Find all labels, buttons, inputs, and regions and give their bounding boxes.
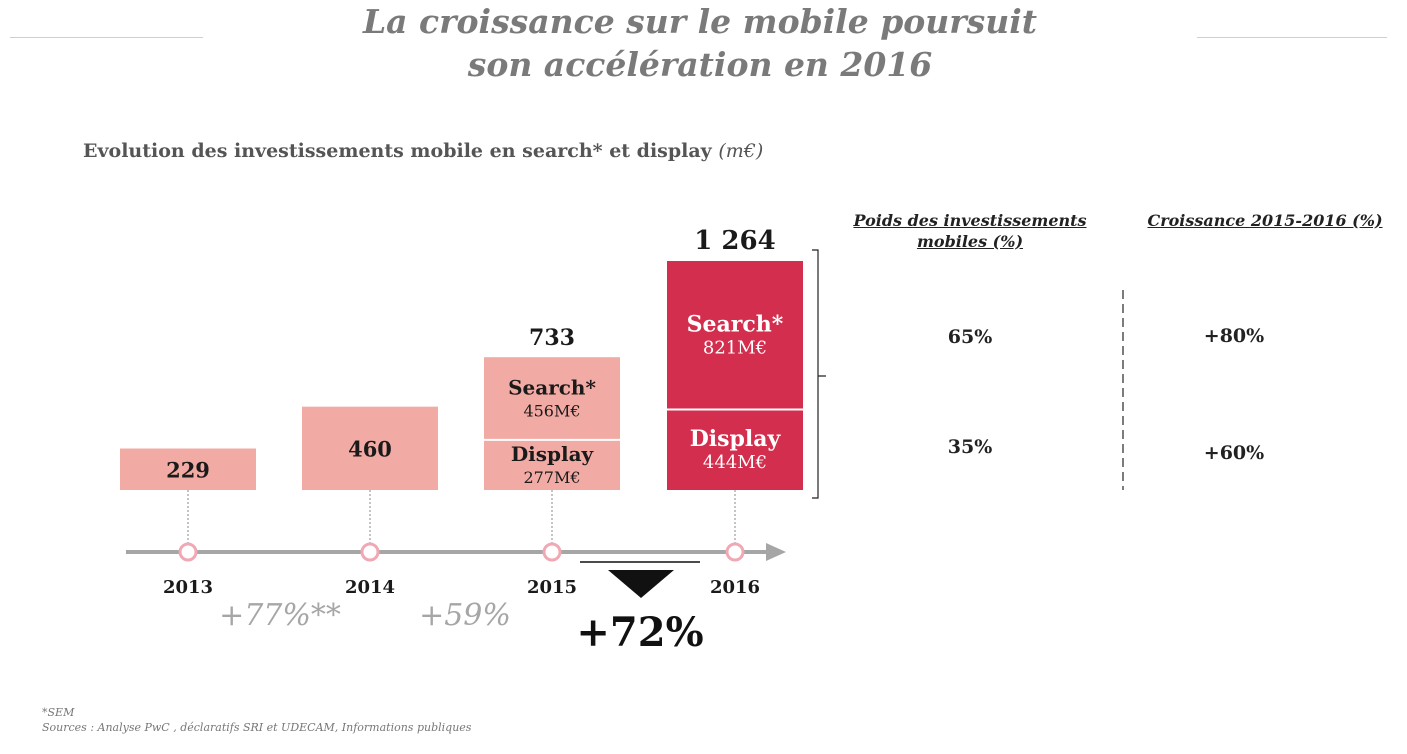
bar-search-2015 [484, 357, 620, 440]
bar-2014 [302, 406, 438, 490]
footnote-sources: Sources : Analyse PwC , déclaratifs SRI … [42, 721, 472, 734]
growth-label-2014-2015: +59% [419, 598, 511, 633]
weight-search-value: 65% [947, 326, 993, 348]
growth-label-2013-2014: +77%** [219, 598, 341, 633]
year-label-2016: 2016 [710, 577, 760, 598]
bar-total-2016: 1 264 [694, 226, 775, 256]
segment-value-search-2015: 456M€ [523, 402, 580, 421]
year-label-2014: 2014 [345, 577, 395, 598]
timeline-marker-2013 [178, 542, 198, 562]
column-header-growth-line1: Croissance 2015-2016 (%) [1147, 211, 1383, 230]
timeline-marker-2016 [725, 542, 745, 562]
growth-display-value: +60% [1203, 442, 1265, 464]
title-rule-right [1197, 37, 1387, 38]
weight-display-value: 35% [947, 436, 993, 458]
chart-subtitle: Evolution des investissements mobile en … [83, 140, 763, 162]
timeline-marker-2015 [542, 542, 562, 562]
growth-label-2015-2016: +72% [576, 609, 703, 656]
segment-label-search-2015: Search* [508, 376, 596, 400]
timeline-arrowhead [766, 543, 786, 561]
segment-value-display-2015: 277M€ [523, 468, 580, 487]
bar-total-2015: 733 [529, 325, 575, 351]
chart-subtitle-unit: (m€) [718, 140, 764, 162]
page-title: La croissance sur le mobile poursuit son… [200, 0, 1200, 86]
segment-label-display-2016: Display [690, 426, 782, 452]
page-title-line2: son accélération en 2016 [467, 45, 933, 84]
column-header-growth: Croissance 2015-2016 (%) [1120, 210, 1407, 231]
timeline-marker-2014 [360, 542, 380, 562]
year-label-2015: 2015 [527, 577, 577, 598]
page-title-line1: La croissance sur le mobile poursuit [362, 2, 1038, 41]
segment-value-display-2016: 444M€ [703, 452, 767, 473]
bracket-2016 [812, 249, 826, 499]
segment-value-search-2016: 821M€ [703, 337, 767, 358]
bar-display-2015 [484, 439, 620, 490]
segment-label-display-2015: Display [511, 442, 595, 466]
segment-label-search-2016: Search* [687, 311, 784, 337]
bar-value-2014: 460 [348, 436, 392, 461]
chart-subtitle-text: Evolution des investissements mobile en … [83, 140, 712, 162]
column-header-weight-line2: mobiles (%) [916, 232, 1024, 251]
bar-2013 [120, 448, 256, 490]
year-label-2013: 2013 [163, 577, 213, 598]
footnote-sem: *SEM [42, 706, 75, 719]
column-header-weight: Poids des investissements mobiles (%) [830, 210, 1110, 252]
column-header-weight-line1: Poids des investissements [853, 211, 1087, 230]
bar-search-2016 [667, 261, 803, 410]
bar-value-2013: 229 [166, 457, 210, 482]
growth-search-value: +80% [1203, 325, 1265, 347]
growth-highlight-triangle [608, 570, 674, 598]
bar-display-2016 [667, 409, 803, 490]
title-rule-left [10, 37, 203, 38]
